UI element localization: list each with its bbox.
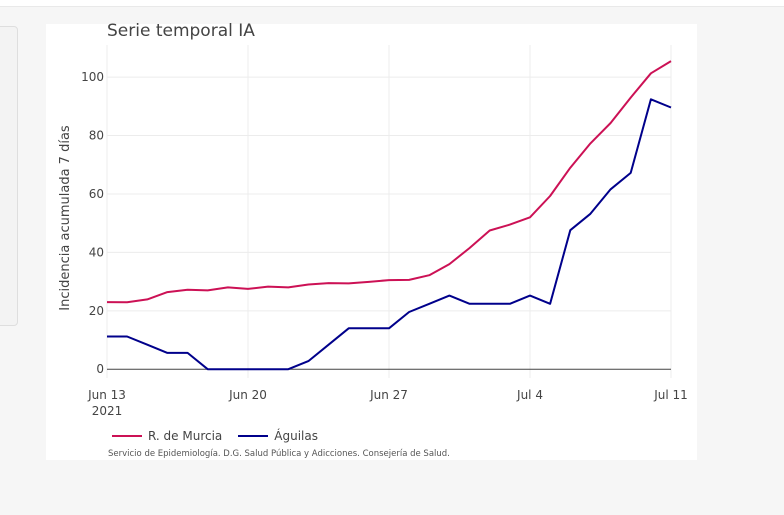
chart-title: Serie temporal IA bbox=[107, 21, 255, 41]
top-bar bbox=[0, 0, 784, 7]
y-tick-label-0: 0 bbox=[96, 362, 104, 376]
source-note: Servicio de Epidemiología. D.G. Salud Pú… bbox=[108, 449, 450, 459]
y-tick-label-20: 20 bbox=[89, 304, 104, 318]
y-gridlines bbox=[107, 76, 671, 370]
legend-item-aguilas[interactable]: Águilas bbox=[238, 429, 318, 443]
x-gridlines bbox=[106, 45, 672, 378]
y-tick-label-100: 100 bbox=[81, 70, 104, 84]
y-axis-label: Incidencia acumulada 7 días bbox=[58, 125, 73, 311]
series-line-murcia bbox=[106, 60, 672, 304]
x-tick-label-1: Jun 20 bbox=[228, 388, 267, 402]
legend-label-aguilas: Águilas bbox=[274, 429, 318, 443]
y-tick-label-60: 60 bbox=[89, 187, 104, 201]
legend-swatch-aguilas bbox=[238, 435, 269, 437]
chart-card bbox=[46, 24, 697, 460]
x-tick-sublabel-0: 2021 bbox=[92, 404, 123, 418]
y-tick-label-80: 80 bbox=[89, 129, 104, 143]
legend-swatch-murcia bbox=[112, 435, 142, 437]
y-tick-label-40: 40 bbox=[89, 245, 104, 259]
legend: R. de Murcia Águilas bbox=[112, 427, 334, 445]
x-tick-label-0: Jun 13 bbox=[87, 388, 126, 402]
series-line-aguilas bbox=[107, 98, 672, 371]
series-lines bbox=[106, 60, 672, 371]
x-tick-label-2: Jun 27 bbox=[369, 388, 408, 402]
x-tick-label-4: Jul 11 bbox=[653, 388, 688, 402]
side-panel bbox=[0, 26, 18, 326]
legend-item-murcia[interactable]: R. de Murcia bbox=[112, 429, 222, 443]
legend-label-murcia: R. de Murcia bbox=[148, 429, 223, 443]
y-tick-labels: 0 20 40 60 80 100 bbox=[81, 70, 104, 376]
x-tick-label-3: Jul 4 bbox=[516, 388, 543, 402]
x-tick-labels: Jun 13 2021 Jun 20 Jun 27 Jul 4 Jul 11 bbox=[87, 388, 688, 418]
